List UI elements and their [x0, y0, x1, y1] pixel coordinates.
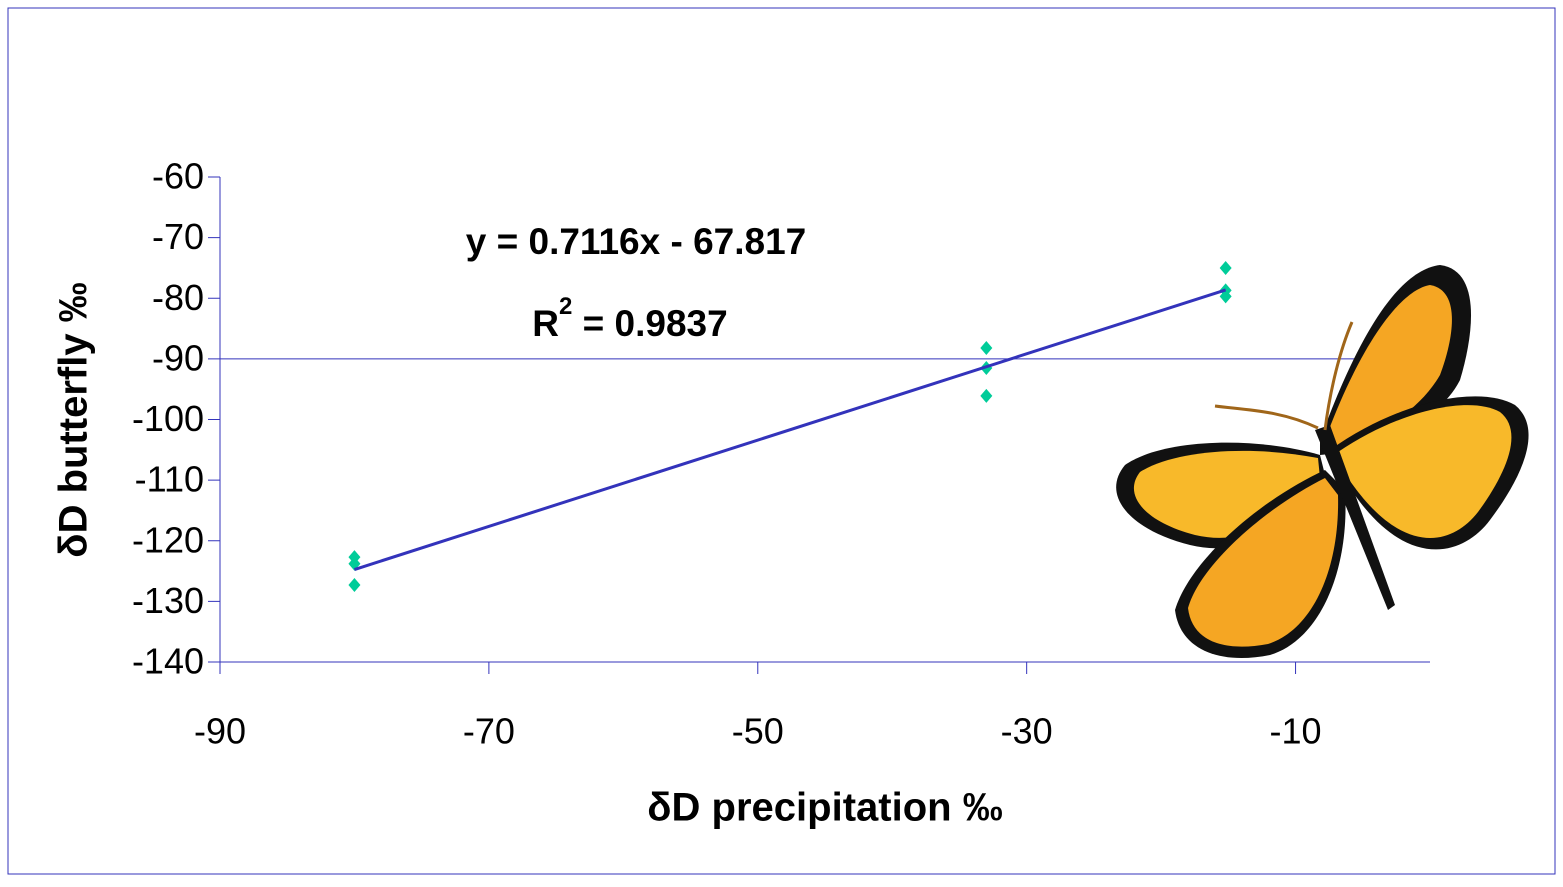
data-point [980, 340, 993, 355]
y-tick-label: -80 [152, 277, 204, 318]
trendline [353, 288, 1227, 571]
data-point [980, 388, 993, 403]
data-point [348, 578, 361, 593]
y-tick-label: -90 [152, 337, 204, 378]
y-tick-label: -130 [132, 580, 204, 621]
r2-sup: 2 [559, 293, 572, 320]
butterfly-clipart [1116, 265, 1529, 658]
y-tick-label: -120 [132, 519, 204, 560]
r2-rest: = 0.9837 [572, 303, 727, 344]
equation: y = 0.7116x - 67.817 [466, 221, 807, 262]
x-tick-label: -50 [732, 711, 784, 752]
r2-base: R [532, 303, 559, 344]
x-tick-label: -70 [463, 711, 515, 752]
x-tick-label: -30 [1001, 711, 1053, 752]
y-axis-title: δD butterfly ‰ [52, 282, 96, 557]
y-tick-label: -110 [135, 459, 204, 500]
data-point [1219, 260, 1232, 275]
r-squared: R2 = 0.9837 [532, 293, 727, 343]
y-tick-label: -70 [152, 216, 204, 257]
data-point [1219, 289, 1232, 304]
y-tick-label: -140 [132, 641, 204, 682]
y-tick-label: -60 [152, 156, 204, 197]
x-axis-title: δD precipitation ‰ [647, 786, 1002, 830]
y-tick-label: -100 [132, 398, 204, 439]
x-tick-label: -90 [194, 711, 246, 752]
x-tick-label: -10 [1270, 711, 1322, 752]
frame [7, 7, 1556, 875]
